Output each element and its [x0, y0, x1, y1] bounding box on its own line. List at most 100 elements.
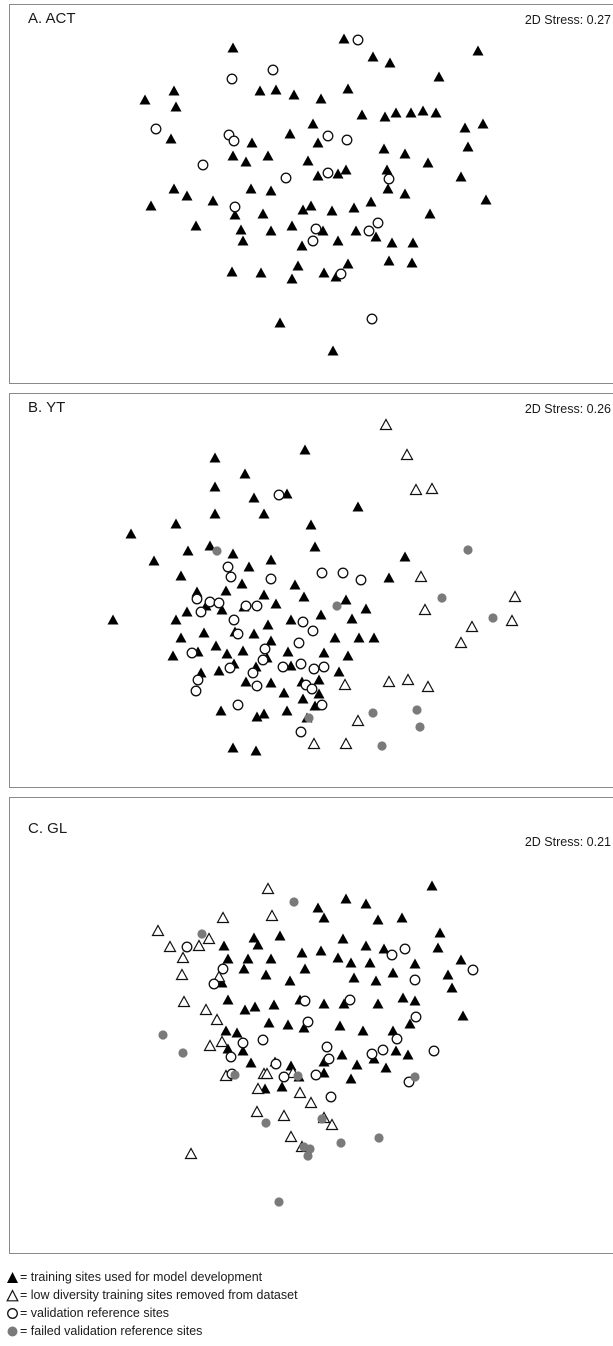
data-point	[380, 1062, 392, 1073]
data-point	[245, 1057, 257, 1068]
data-point	[260, 969, 272, 980]
data-point	[374, 1133, 384, 1143]
data-point	[232, 699, 244, 711]
data-point	[268, 999, 280, 1010]
data-point	[400, 448, 414, 461]
data-point	[401, 673, 415, 686]
data-point	[282, 646, 294, 657]
data-point	[304, 1096, 318, 1109]
data-point	[265, 909, 279, 922]
data-point	[405, 107, 417, 118]
data-point	[318, 647, 330, 658]
data-point	[242, 953, 254, 964]
data-point	[246, 137, 258, 148]
data-point	[284, 1130, 298, 1143]
data-point	[257, 654, 269, 666]
data-point	[199, 1003, 213, 1016]
data-point	[280, 172, 292, 184]
panel-yt: B. YT 2D Stress: 0.26	[9, 393, 613, 788]
data-point	[297, 616, 309, 628]
data-point	[340, 164, 352, 175]
data-point	[455, 954, 467, 965]
data-point	[318, 998, 330, 1009]
data-point	[338, 33, 350, 44]
data-point	[409, 483, 423, 496]
data-point	[399, 148, 411, 159]
data-point	[366, 313, 378, 325]
data-point	[332, 235, 344, 246]
data-point	[372, 914, 384, 925]
panel-act: A. ACT 2D Stress: 0.27	[9, 4, 613, 384]
data-point	[432, 942, 444, 953]
data-point	[384, 57, 396, 68]
data-point	[292, 260, 304, 271]
data-point	[261, 882, 275, 895]
data-point	[421, 680, 435, 693]
data-point	[237, 235, 249, 246]
open-circle-icon	[7, 1307, 18, 1319]
data-point	[336, 1049, 348, 1060]
data-point	[368, 632, 380, 643]
legend-item: = failed validation reference sites	[6, 1322, 298, 1340]
data-point	[181, 190, 193, 201]
data-point	[465, 620, 479, 633]
data-point	[224, 662, 236, 674]
data-point	[243, 561, 255, 572]
data-point	[197, 159, 209, 171]
data-point	[270, 84, 282, 95]
data-point	[383, 255, 395, 266]
data-point	[407, 237, 419, 248]
data-point	[277, 1109, 291, 1122]
data-point	[390, 1045, 402, 1056]
data-point	[381, 164, 393, 175]
data-point	[467, 964, 479, 976]
data-point	[425, 482, 439, 495]
data-point	[235, 224, 247, 235]
data-point	[480, 194, 492, 205]
data-point	[107, 614, 119, 625]
data-point	[265, 185, 277, 196]
data-point	[335, 268, 347, 280]
data-point	[251, 600, 263, 612]
data-point	[372, 217, 384, 229]
data-point	[225, 1051, 237, 1063]
data-point	[225, 571, 237, 583]
data-point	[316, 567, 328, 579]
data-point	[245, 183, 257, 194]
data-point	[318, 912, 330, 923]
data-point	[227, 150, 239, 161]
data-point	[250, 1105, 264, 1118]
data-point	[462, 141, 474, 152]
data-point	[267, 64, 279, 76]
data-point	[339, 737, 353, 750]
data-point	[351, 714, 365, 727]
data-point	[325, 1118, 339, 1131]
data-point	[273, 489, 285, 501]
data-point	[338, 998, 350, 1009]
data-point	[215, 1035, 229, 1048]
data-point	[505, 614, 519, 627]
data-point	[293, 1071, 303, 1081]
data-point	[248, 628, 260, 639]
data-point	[307, 235, 319, 247]
data-point	[418, 603, 432, 616]
data-point	[409, 974, 421, 986]
data-point	[386, 237, 398, 248]
data-point	[284, 975, 296, 986]
data-point	[175, 632, 187, 643]
data-point	[227, 42, 239, 53]
data-point	[212, 970, 226, 983]
data-point	[278, 687, 290, 698]
data-point	[345, 1073, 357, 1084]
data-point	[397, 992, 409, 1003]
data-point	[318, 661, 330, 673]
data-point	[270, 598, 282, 609]
panel-title: B. YT	[28, 399, 66, 416]
data-point	[378, 143, 390, 154]
data-point	[342, 83, 354, 94]
data-point	[428, 1045, 440, 1057]
data-point	[265, 953, 277, 964]
data-point	[251, 1082, 265, 1095]
data-point	[379, 111, 391, 122]
legend-item: = training sites used for model developm…	[6, 1268, 298, 1286]
